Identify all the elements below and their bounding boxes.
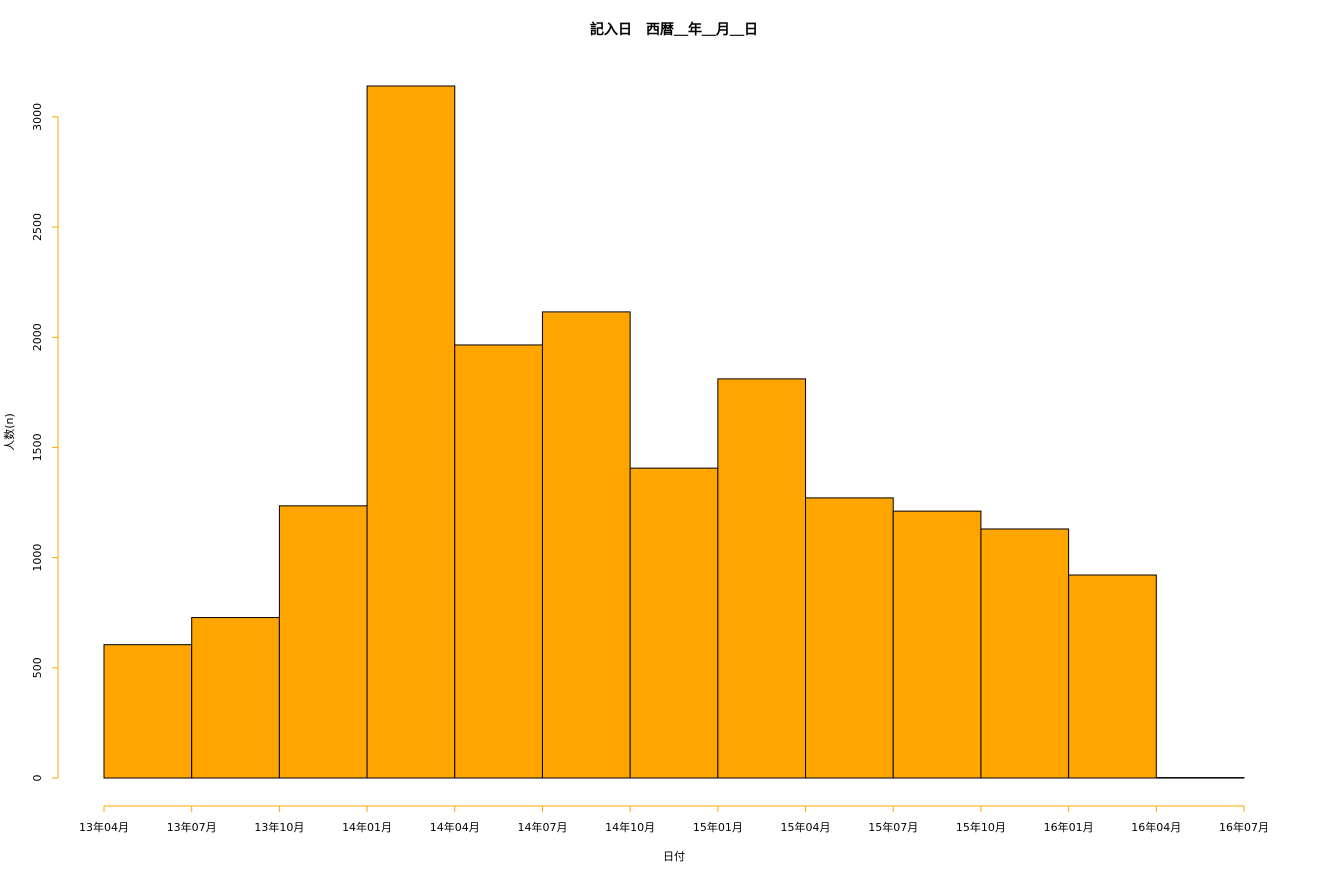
x-tick-label: 14年07月 xyxy=(517,820,567,834)
y-tick-label: 3000 xyxy=(31,103,44,131)
x-tick-label: 13年04月 xyxy=(79,820,129,834)
bar xyxy=(366,85,456,779)
y-axis-label: 人数(n) xyxy=(3,413,16,451)
y-tick-label: 2000 xyxy=(31,323,44,351)
x-tick-label: 16年01月 xyxy=(1044,820,1094,834)
x-tick-label: 14年01月 xyxy=(342,820,392,834)
x-axis-label: 日付 xyxy=(663,850,685,863)
y-tick-label: 1000 xyxy=(31,544,44,572)
bar xyxy=(980,528,1070,779)
x-tick-label: 15年10月 xyxy=(956,820,1006,834)
bar xyxy=(454,344,543,779)
bar xyxy=(103,644,193,779)
x-tick-label: 13年10月 xyxy=(254,820,304,834)
chart-title: 記入日 西暦＿年＿月＿日 xyxy=(590,21,758,38)
bar xyxy=(805,497,894,779)
bar xyxy=(629,467,719,779)
x-tick-label: 15年07月 xyxy=(868,820,918,834)
x-tick-label: 16年04月 xyxy=(1131,820,1181,834)
x-tick-label: 16年07月 xyxy=(1219,820,1269,834)
x-tick-label: 15年01月 xyxy=(693,820,743,834)
bar xyxy=(541,311,631,779)
y-tick-label: 500 xyxy=(31,657,44,678)
x-tick-label: 14年10月 xyxy=(605,820,655,834)
y-tick-label: 1500 xyxy=(31,433,44,461)
bar xyxy=(278,505,368,779)
bar xyxy=(191,617,280,779)
y-tick-label: 2500 xyxy=(31,213,44,241)
bar xyxy=(1068,574,1157,779)
bar xyxy=(892,510,982,779)
x-tick-label: 14年04月 xyxy=(430,820,480,834)
bar xyxy=(717,378,807,779)
bar xyxy=(1155,777,1245,779)
x-tick-label: 13年07月 xyxy=(167,820,217,834)
x-tick-label: 15年04月 xyxy=(781,820,831,834)
y-tick-label: 0 xyxy=(31,775,44,782)
